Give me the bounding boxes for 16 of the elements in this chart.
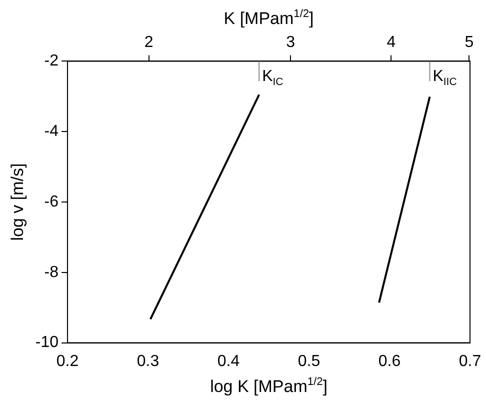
y-tick-label: -6 <box>44 193 59 210</box>
y-axis-title: log v [m/s] <box>8 163 27 241</box>
x-tick-label: 0.2 <box>56 352 79 370</box>
x2-tick-label: 4 <box>386 34 396 52</box>
x-tick-label: 0.3 <box>136 352 160 370</box>
y-tick-label: -10 <box>35 334 59 352</box>
y-tick-label: -2 <box>44 52 59 70</box>
x-tick-label: 0.6 <box>378 352 401 370</box>
y-tick-label: -8 <box>44 264 59 281</box>
x2-tick-label: 2 <box>144 34 154 52</box>
x-tick-label: 0.5 <box>298 352 320 370</box>
x-tick-label: 0.7 <box>458 352 482 370</box>
x2-tick-label: 3 <box>286 34 296 52</box>
x2-tick-label: 5 <box>464 34 474 52</box>
x-tick-label: 0.4 <box>217 352 240 370</box>
y-tick-label: -4 <box>44 123 59 140</box>
